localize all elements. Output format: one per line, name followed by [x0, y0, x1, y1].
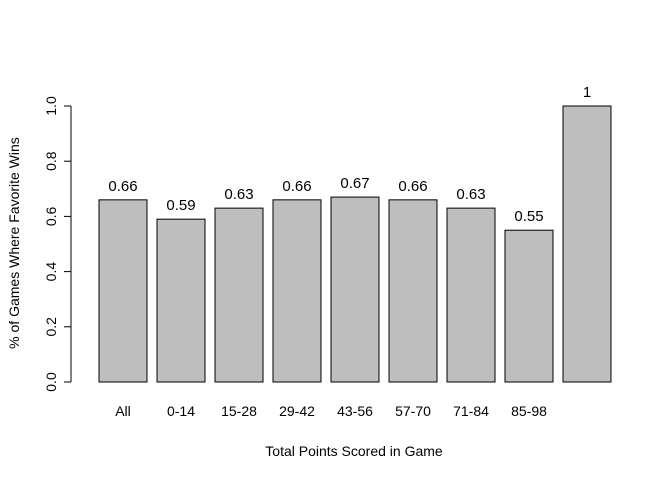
- x-tick-label: 0-14: [167, 403, 195, 419]
- bar: [562, 105, 612, 383]
- bar-value-label: 0.66: [282, 178, 311, 195]
- bar: [214, 207, 264, 383]
- bar-value-label: 0.66: [108, 178, 137, 195]
- bar-value-label: 0.59: [166, 197, 195, 214]
- x-tick-label: 29-42: [279, 403, 315, 419]
- x-tick-label: 15-28: [221, 403, 257, 419]
- bar-value-labels: 0.66 0.59 0.63 0.66 0.67 0.66 0.63 0.55 1: [108, 84, 591, 225]
- bar: [504, 229, 554, 383]
- bar: [446, 207, 496, 383]
- y-tick-label: 0.2: [43, 317, 59, 337]
- bar: [156, 218, 206, 383]
- x-tick-label: 57-70: [395, 403, 431, 419]
- y-tick-label: 1.0: [43, 96, 59, 116]
- x-tick-labels: All 0-14 15-28 29-42 43-56 57-70 71-84 85-98: [115, 403, 547, 419]
- x-tick-label: 43-56: [337, 403, 373, 419]
- bar-value-label: 0.63: [456, 186, 485, 203]
- bar: [330, 196, 380, 383]
- bar-value-label: 1: [583, 84, 591, 101]
- x-tick-label: 71-84: [453, 403, 489, 419]
- bar-value-label: 0.55: [514, 208, 543, 225]
- bar: [272, 199, 322, 383]
- bar-value-label: 0.63: [224, 186, 253, 203]
- x-axis-title: Total Points Scored in Game: [265, 443, 443, 459]
- bar: [388, 199, 438, 383]
- y-axis-title: % of Games Where Favorite Wins: [6, 137, 22, 349]
- y-tick-label: 0.0: [43, 372, 59, 392]
- y-tick-label: 0.6: [43, 206, 59, 226]
- bar: [98, 199, 148, 383]
- y-tick-label: 0.8: [43, 151, 59, 171]
- x-tick-label: 85-98: [511, 403, 547, 419]
- bar-value-label: 0.66: [398, 178, 427, 195]
- bar-value-label: 0.67: [340, 175, 369, 192]
- y-tick-label: 0.4: [43, 262, 59, 282]
- x-tick-label: All: [115, 403, 131, 419]
- bars: [98, 105, 612, 383]
- y-axis: 0.0 0.2 0.4 0.6 0.8 1.0: [43, 96, 72, 392]
